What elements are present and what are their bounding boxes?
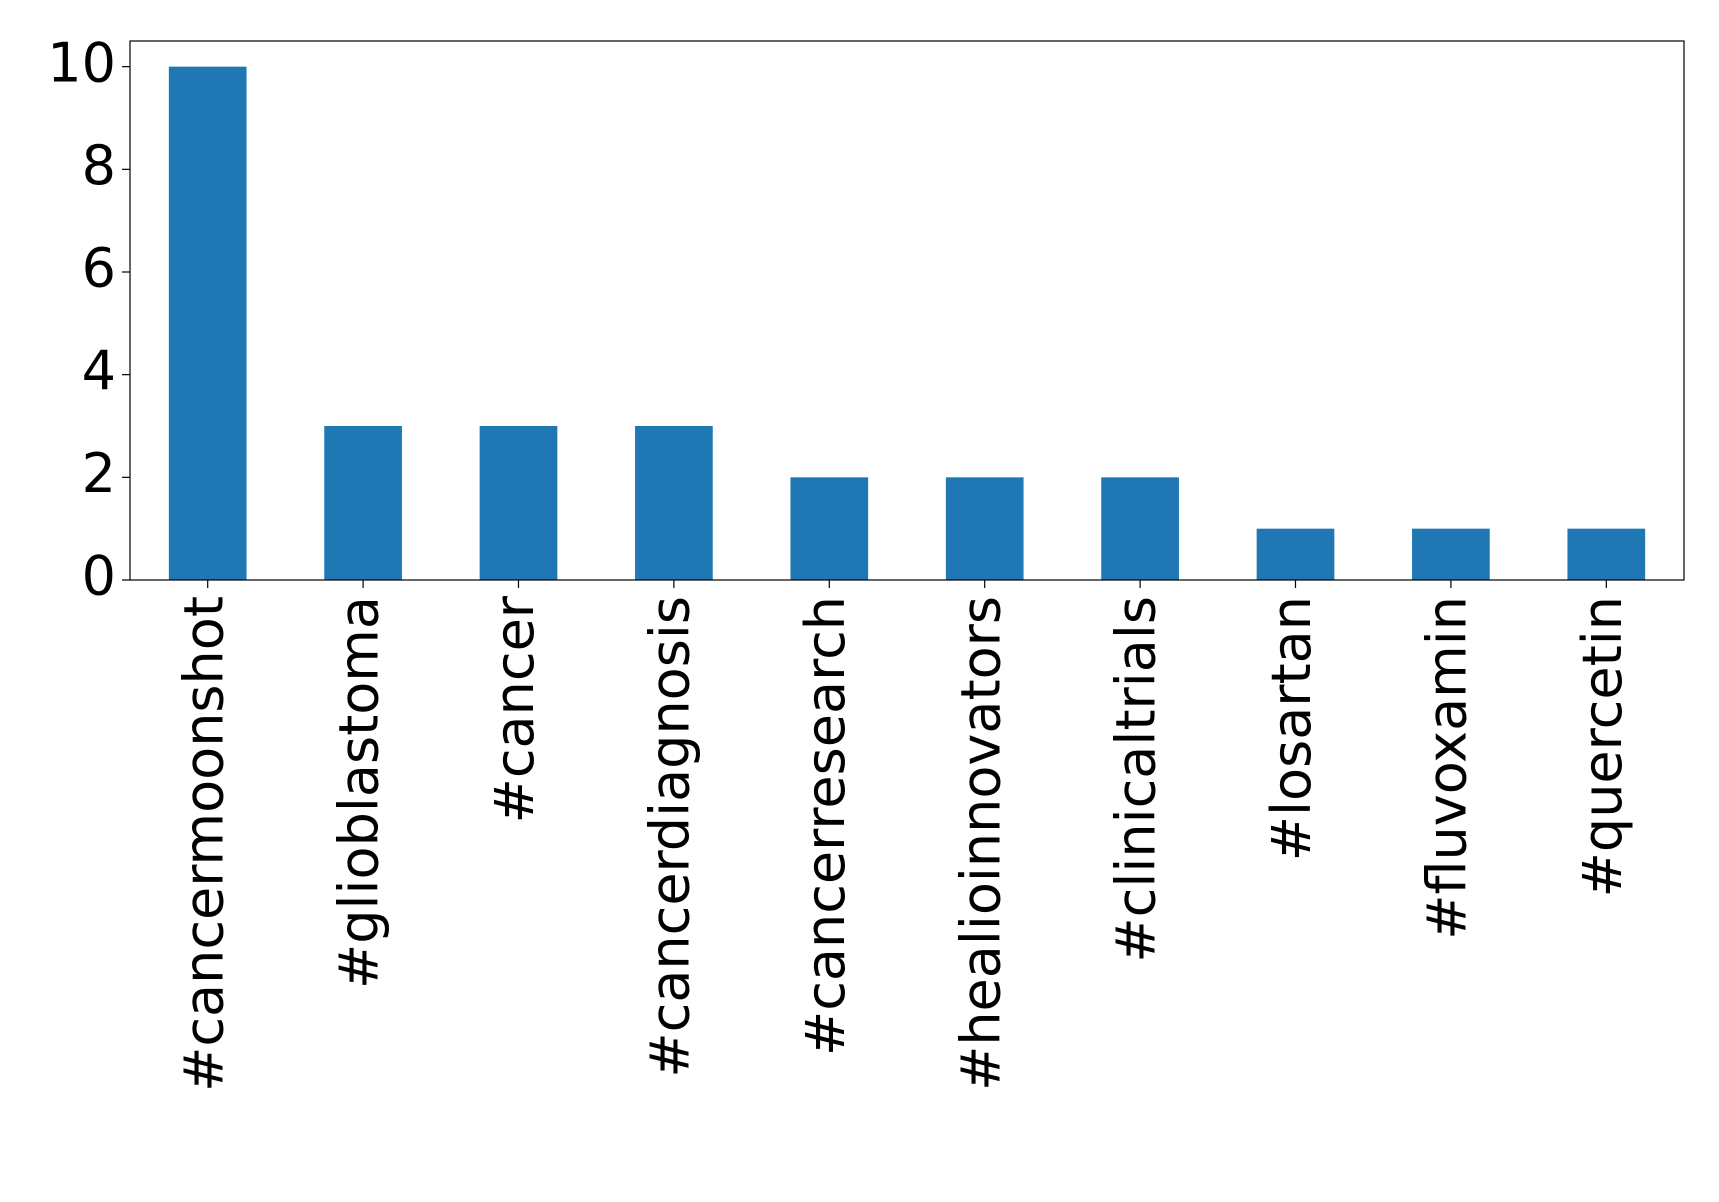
bar <box>324 426 402 580</box>
y-tick-label: 8 <box>82 134 116 197</box>
x-tick-label: #cancerresearch <box>794 596 857 1056</box>
x-tick-label: #clinicaltrials <box>1105 596 1168 963</box>
plot-frame <box>129 40 1685 581</box>
x-tick-label: #glioblastoma <box>328 596 391 989</box>
bar <box>168 66 247 580</box>
bar <box>790 477 869 580</box>
y-tick-label: 10 <box>47 31 116 94</box>
bar <box>945 477 1024 580</box>
bar <box>1256 528 1335 580</box>
bar <box>635 426 713 580</box>
y-tick-label: 2 <box>82 442 116 505</box>
x-tick-label: #cancerdiagnosis <box>639 596 702 1078</box>
x-tick-label: #cancer <box>483 595 546 823</box>
bar <box>1412 528 1490 580</box>
bar <box>479 426 558 580</box>
x-tick-label: #losartan <box>1260 596 1323 861</box>
x-tick-label: #quercetin <box>1571 596 1634 897</box>
bar <box>1567 528 1646 580</box>
x-tick-label: #fluvoxamin <box>1416 596 1479 940</box>
y-tick-label: 0 <box>82 545 116 608</box>
x-tick-label: #healioinnovators <box>949 596 1012 1091</box>
y-tick-label: 6 <box>82 237 116 300</box>
y-tick-label: 4 <box>82 339 116 402</box>
x-tick-label: #cancermoonshot <box>172 596 235 1092</box>
bar <box>1101 477 1179 580</box>
